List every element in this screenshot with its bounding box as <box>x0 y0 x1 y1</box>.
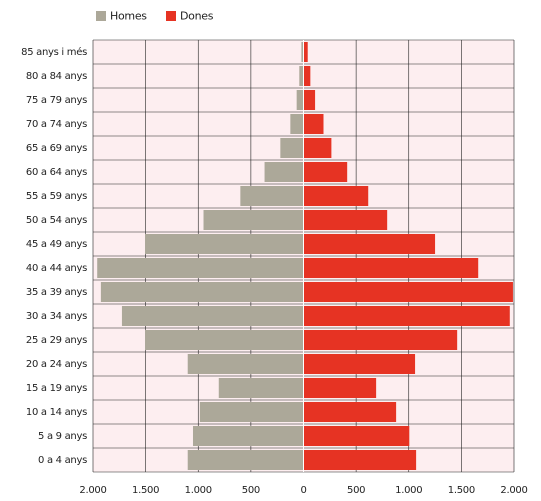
y-tick-label: 55 a 59 anys <box>26 191 87 202</box>
bar <box>303 330 458 350</box>
bar <box>303 162 348 182</box>
x-tick-label: 500 <box>242 485 260 496</box>
y-tick-label: 25 a 29 anys <box>26 335 87 346</box>
bar <box>100 282 304 302</box>
y-tick-label: 85 anys i més <box>21 46 87 58</box>
bar <box>296 90 304 110</box>
bar <box>145 234 304 254</box>
x-tick-label: 1.000 <box>185 485 212 496</box>
bar <box>303 378 377 398</box>
bar <box>121 306 304 326</box>
bar <box>303 402 397 422</box>
bar <box>203 210 304 230</box>
bar <box>303 354 416 374</box>
bar <box>303 210 388 230</box>
y-tick-label: 45 a 49 anys <box>26 239 87 250</box>
bar <box>199 402 304 422</box>
y-tick-label: 20 a 24 anys <box>26 359 87 370</box>
bar <box>290 114 304 134</box>
bar <box>301 42 304 62</box>
bar <box>303 42 308 62</box>
legend-swatch <box>166 11 176 21</box>
bar <box>303 258 479 278</box>
legend-label: Homes <box>110 10 147 23</box>
bar <box>303 186 369 206</box>
y-tick-label: 30 a 34 anys <box>26 311 87 322</box>
y-tick-label: 35 a 39 anys <box>26 287 87 298</box>
bar <box>303 66 311 86</box>
bar <box>218 378 304 398</box>
x-tick-label: 1.500 <box>132 485 159 496</box>
y-tick-label: 15 a 19 anys <box>26 383 87 394</box>
y-tick-label: 65 a 69 anys <box>26 143 87 154</box>
bar <box>264 162 304 182</box>
x-tick-label: 0 <box>300 485 306 496</box>
y-tick-label: 80 a 84 anys <box>26 71 87 82</box>
y-tick-label: 5 a 9 anys <box>38 431 87 442</box>
bar <box>192 426 304 446</box>
y-tick-label: 0 a 4 anys <box>38 455 87 466</box>
bar <box>303 114 324 134</box>
x-tick-label: 1.000 <box>395 485 422 496</box>
x-tick-label: 2.000 <box>79 485 106 496</box>
x-tick-label: 500 <box>347 485 365 496</box>
x-tick-label: 1.500 <box>448 485 475 496</box>
bar <box>303 306 510 326</box>
y-tick-label: 10 a 14 anys <box>26 407 87 418</box>
bar <box>240 186 304 206</box>
bar <box>303 450 417 470</box>
bar <box>97 258 304 278</box>
bar <box>299 66 304 86</box>
bar <box>303 138 332 158</box>
bar <box>187 450 304 470</box>
legend-label: Dones <box>180 10 214 23</box>
y-tick-label: 70 a 74 anys <box>26 119 87 130</box>
bar <box>303 90 316 110</box>
bar <box>280 138 304 158</box>
y-tick-label: 40 a 44 anys <box>26 263 87 274</box>
bar <box>187 354 304 374</box>
bar <box>303 282 513 302</box>
y-tick-label: 75 a 79 anys <box>26 95 87 106</box>
bar <box>303 426 410 446</box>
y-tick-label: 50 a 54 anys <box>26 215 87 226</box>
x-tick-label: 2.000 <box>500 485 527 496</box>
bar <box>145 330 304 350</box>
bar <box>303 234 436 254</box>
legend-swatch <box>96 11 106 21</box>
y-tick-label: 60 a 64 anys <box>26 167 87 178</box>
